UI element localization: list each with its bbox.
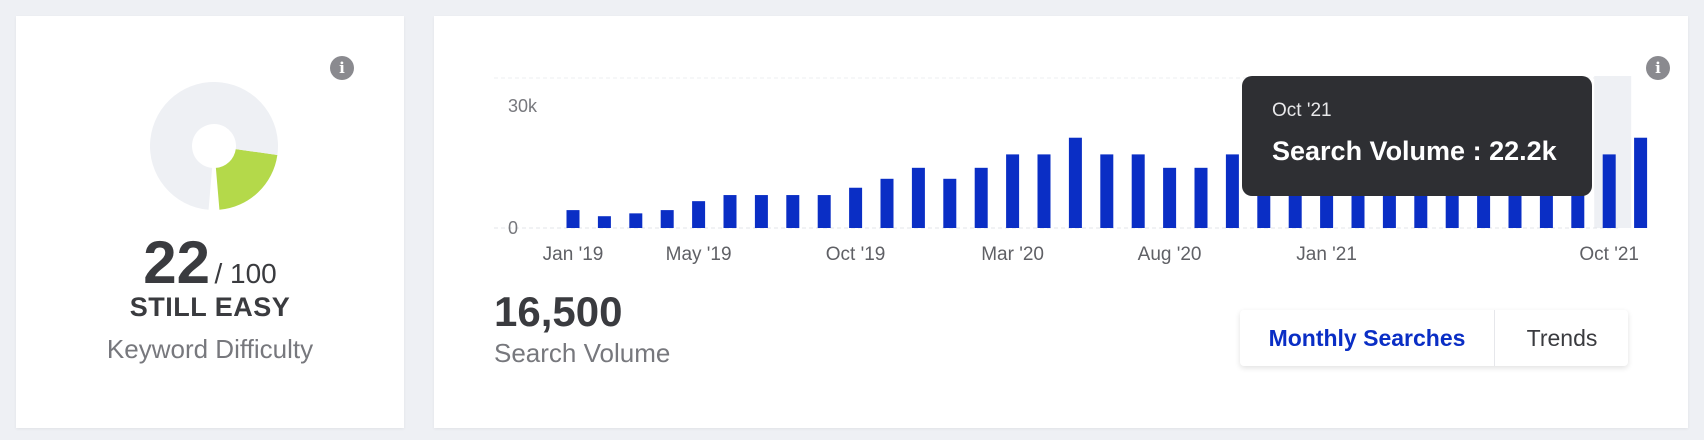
bar[interactable] (566, 210, 580, 228)
bar[interactable] (723, 195, 737, 228)
tooltip-value: Search Volume : 22.2k (1272, 136, 1557, 166)
bar[interactable] (1225, 154, 1239, 228)
bar[interactable] (1194, 167, 1208, 228)
difficulty-label: Keyword Difficulty (106, 334, 314, 364)
y-tick-label: 0 (508, 218, 518, 238)
x-tick-label: Jan '19 (543, 244, 604, 265)
info-icon[interactable]: i (330, 56, 354, 80)
difficulty-score: 22 / 100 (16, 228, 404, 297)
trends-button[interactable]: Trends (1526, 325, 1598, 351)
bar[interactable] (880, 178, 894, 228)
bar[interactable] (1602, 154, 1616, 228)
bar[interactable] (1163, 167, 1177, 228)
bar[interactable] (911, 167, 925, 228)
x-tick-label: May '19 (666, 244, 732, 265)
x-tick-label: Oct '21 (1579, 244, 1639, 265)
bar[interactable] (1037, 154, 1051, 228)
x-tick-label: Aug '20 (1138, 244, 1202, 265)
chart-tooltip: Oct '21 Search Volume : 22.2k (1242, 76, 1592, 196)
bar[interactable] (692, 201, 706, 228)
info-icon[interactable]: i (1646, 56, 1670, 80)
difficulty-level: STILL EASY (129, 292, 291, 322)
search-volume-card: i 30k 0 Jan '19 May '19 Oct '19 Mar '20 Aug '2… (434, 16, 1688, 428)
difficulty-score-value: 22 (143, 229, 210, 296)
bar[interactable] (1068, 137, 1082, 228)
bar[interactable] (849, 187, 863, 228)
keyword-difficulty-card: i 22 / 100 STILL EASY Keyword Difficulty (16, 16, 404, 428)
difficulty-donut-track (149, 81, 278, 210)
y-tick-label: 30k (508, 96, 538, 116)
difficulty-donut (149, 81, 278, 210)
bar[interactable] (629, 213, 643, 228)
bar[interactable] (974, 167, 988, 228)
monthly-searches-button[interactable]: Monthly Searches (1240, 310, 1495, 366)
bar[interactable] (1006, 154, 1020, 228)
bar[interactable] (786, 195, 800, 228)
bar[interactable] (943, 178, 957, 228)
bar[interactable] (817, 195, 831, 228)
x-tick-label: Oct '19 (826, 244, 886, 265)
bar[interactable] (754, 195, 768, 228)
bar[interactable] (660, 210, 674, 228)
x-tick-label: Mar '20 (981, 244, 1044, 265)
search-volume-label: Search Volume (494, 338, 671, 368)
view-toggle: Monthly Searches Trends (1240, 310, 1628, 366)
x-tick-label: Jan '21 (1296, 244, 1357, 265)
bar[interactable] (597, 216, 611, 228)
difficulty-score-max: / 100 (214, 258, 277, 289)
bar[interactable] (1100, 154, 1114, 228)
search-volume-value: 16,500 (494, 288, 623, 335)
difficulty-donut-fill (215, 149, 278, 210)
bar[interactable] (1131, 154, 1145, 228)
tooltip-date: Oct '21 (1272, 100, 1332, 121)
bar[interactable] (1634, 137, 1648, 228)
